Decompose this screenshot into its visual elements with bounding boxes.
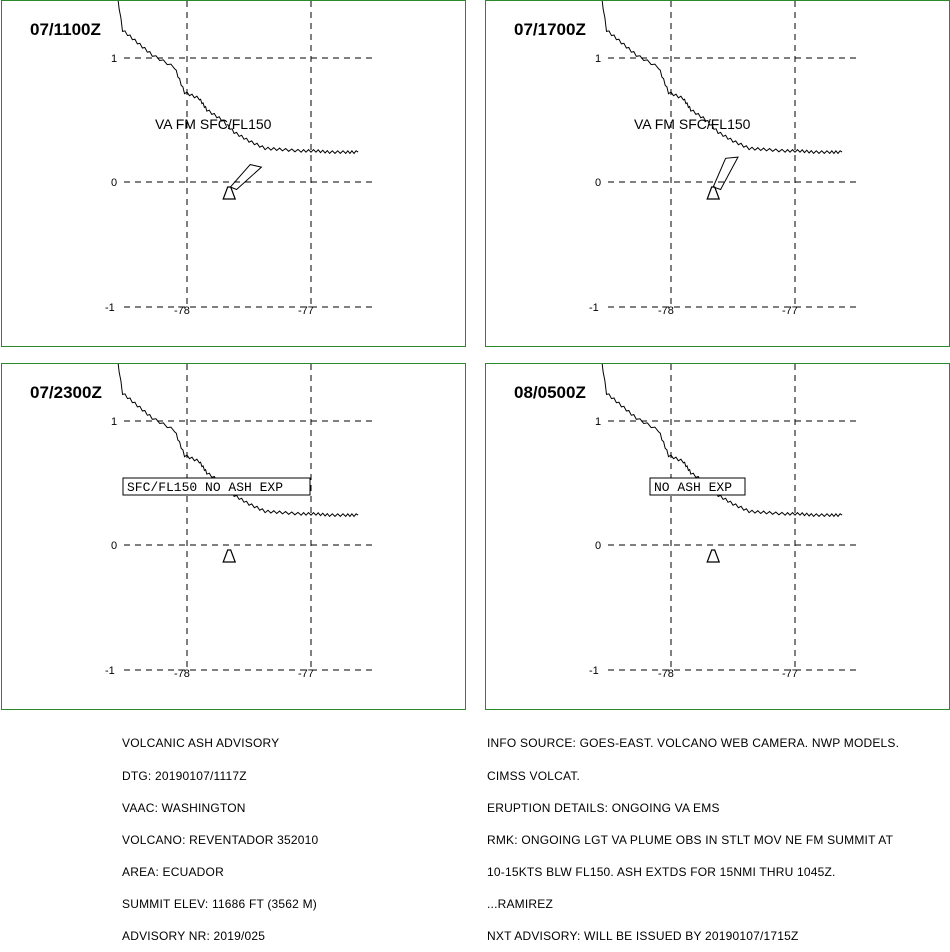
map-canvas-3: 07/2300Z 1 0 -1 -78 -77 SFC/FL150 NO ASH… [30, 364, 377, 680]
advisory-line: ...RAMIREZ [487, 896, 554, 911]
graticule [608, 1, 861, 308]
lat-tick-0: 0 [111, 540, 117, 552]
lat-tick-0: 0 [595, 540, 601, 552]
graticule [608, 364, 861, 671]
map-panel-3: 07/2300Z 1 0 -1 -78 -77 SFC/FL150 NO ASH… [1, 363, 466, 710]
advisory-left-text: VOLCANIC ASH ADVISORY DTG: 20190107/1117… [122, 717, 318, 952]
coastline [117, 1, 359, 155]
map-canvas-1: 07/1100Z 1 0 -1 -78 -77 VA FM SFC/FL150 [30, 1, 377, 317]
volcano-symbol-icon [222, 186, 237, 200]
map-canvas-4: 08/0500Z 1 0 -1 -78 -77 NO ASH EXP [514, 364, 861, 680]
lat-tick-1: 1 [595, 416, 601, 428]
advisory-line: INFO SOURCE: GOES-EAST. VOLCANO WEB CAME… [487, 736, 900, 751]
advisory-line: DTG: 20190107/1117Z [122, 768, 247, 783]
label-box [122, 477, 311, 496]
ash-label: VA FM SFC/FL150 [634, 116, 751, 132]
panel-time: 07/2300Z [30, 383, 102, 402]
advisory-right-text: INFO SOURCE: GOES-EAST. VOLCANO WEB CAME… [487, 717, 899, 952]
lon-tick-77: -77 [298, 305, 314, 317]
graticule [124, 364, 377, 671]
lat-tick-minus1: -1 [105, 665, 115, 677]
advisory-line: CIMSS VOLCAT. [487, 768, 581, 783]
map-panel-1: 07/1100Z 1 0 -1 -78 -77 VA FM SFC/FL150 [1, 0, 466, 347]
lon-tick-77: -77 [782, 668, 798, 680]
advisory-line: NXT ADVISORY: WILL BE ISSUED BY 20190107… [487, 928, 799, 943]
label-box [649, 477, 746, 496]
volcano-symbol-icon [706, 549, 721, 563]
lat-tick-1: 1 [111, 416, 117, 428]
lon-tick-77: -77 [782, 305, 798, 317]
panel-time: 07/1100Z [30, 20, 101, 39]
advisory-line: ADVISORY NR: 2019/025 [122, 928, 266, 943]
graticule [124, 1, 377, 308]
advisory-line: VAAC: WASHINGTON [122, 800, 246, 815]
lat-tick-1: 1 [111, 53, 117, 65]
volcano-symbol-icon [706, 186, 721, 200]
panel-time: 07/1700Z [514, 20, 586, 39]
panel-time: 08/0500Z [514, 383, 586, 402]
advisory-line: ERUPTION DETAILS: ONGOING VA EMS [487, 800, 720, 815]
advisory-line: VOLCANO: REVENTADOR 352010 [122, 832, 319, 847]
lon-tick-78: -78 [658, 305, 674, 317]
advisory-line: 10-15KTS BLW FL150. ASH EXTDS FOR 15NMI … [487, 864, 836, 879]
advisory-line: RMK: ONGOING LGT VA PLUME OBS IN STLT MO… [487, 832, 894, 847]
map-canvas-2: 07/1700Z 1 0 -1 -78 -77 VA FM SFC/FL150 [514, 1, 861, 317]
lat-tick-minus1: -1 [589, 665, 599, 677]
lon-tick-78: -78 [658, 668, 674, 680]
lat-tick-minus1: -1 [589, 302, 599, 314]
ash-cloud-polygon [712, 156, 739, 191]
ash-label: SFC/FL150 NO ASH EXP [127, 480, 283, 495]
advisory-line: SUMMIT ELEV: 11686 FT (3562 M) [122, 896, 317, 911]
lat-tick-1: 1 [595, 53, 601, 65]
coastline [601, 1, 843, 155]
map-panel-2: 07/1700Z 1 0 -1 -78 -77 VA FM SFC/FL150 [485, 0, 950, 347]
lon-tick-78: -78 [174, 305, 190, 317]
lat-tick-0: 0 [595, 177, 601, 189]
lat-tick-0: 0 [111, 177, 117, 189]
advisory-line: VOLCANIC ASH ADVISORY [122, 736, 280, 751]
volcano-symbol-icon [222, 549, 237, 563]
lat-tick-minus1: -1 [105, 302, 115, 314]
lon-tick-78: -78 [174, 668, 190, 680]
lon-tick-77: -77 [298, 668, 314, 680]
ash-label: NO ASH EXP [654, 480, 732, 495]
ash-cloud-polygon [229, 164, 263, 191]
ash-label: VA FM SFC/FL150 [155, 116, 272, 132]
map-panel-4: 08/0500Z 1 0 -1 -78 -77 NO ASH EXP [485, 363, 950, 710]
advisory-line: AREA: ECUADOR [122, 864, 224, 879]
